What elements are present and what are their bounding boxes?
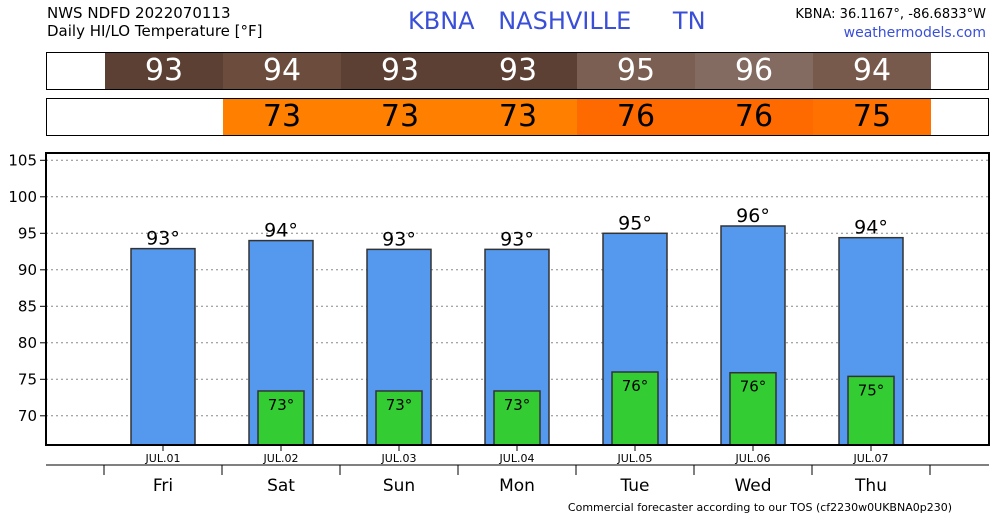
lo-bar-label: 73° (268, 396, 295, 414)
lo-strip-cell: 76 (577, 99, 695, 135)
hi-strip-cell: 93 (105, 53, 223, 89)
day-label: Sat (267, 476, 295, 496)
date-label: JUL.07 (853, 452, 889, 465)
hi-strip-cell: 94 (223, 53, 341, 89)
hi-bar (130, 247, 196, 446)
product-info: NWS NDFD 2022070113 Daily HI/LO Temperat… (47, 4, 263, 40)
lo-temperature-strip: 73 73 73 76 76 75 (46, 98, 989, 136)
day-label: Fri (153, 476, 173, 496)
date-label: JUL.06 (735, 452, 771, 465)
product-title: NWS NDFD 2022070113 (47, 4, 231, 22)
lo-strip-cell: 73 (459, 99, 577, 135)
lo-bar (493, 390, 541, 446)
hi-strip-cell: 93 (341, 53, 459, 89)
date-label: JUL.02 (263, 452, 299, 465)
plot-frame (45, 152, 990, 446)
hi-temperature-strip: 93 94 93 93 95 96 94 (46, 52, 989, 90)
hi-strip-cell: 93 (459, 53, 577, 89)
y-tick-label: 70 (18, 407, 37, 425)
lo-bar-label: 73° (504, 396, 531, 414)
hi-bar-label: 95° (618, 212, 652, 234)
hi-bar-label: 93° (146, 228, 180, 250)
footer-note: Commercial forecaster according to our T… (567, 501, 952, 514)
y-tick-label: 95 (18, 224, 37, 242)
date-label: JUL.01 (145, 452, 181, 465)
lo-bar-label: 75° (858, 381, 885, 399)
hi-strip-cell: 94 (813, 53, 931, 89)
hi-bar-label: 94° (264, 220, 298, 242)
hi-bar-label: 96° (736, 205, 770, 227)
lo-strip-cell: 75 (813, 99, 931, 135)
lo-strip-cell: 73 (341, 99, 459, 135)
hi-bar-label: 94° (854, 217, 888, 239)
lo-bar (611, 371, 659, 446)
hi-strip-cell: 95 (577, 53, 695, 89)
product-subtitle: Daily HI/LO Temperature [°F] (47, 22, 263, 40)
lo-bar-label: 76° (740, 378, 767, 396)
lo-bar (729, 371, 777, 446)
date-label: JUL.04 (499, 452, 535, 465)
day-label: Tue (619, 476, 649, 496)
hi-lo-temperature-chart: 70 75 80 85 90 95 100 105 93° JUL.01 Fri 94° 73° JUL.… (8, 151, 990, 496)
date-label: JUL.05 (617, 452, 653, 465)
state-code: TN (672, 7, 706, 35)
y-tick-label: 100 (8, 188, 37, 206)
hi-strip-cell: 96 (695, 53, 813, 89)
lo-strip-cell: 76 (695, 99, 813, 135)
hi-bar-label: 93° (500, 228, 534, 250)
day-label: Thu (854, 476, 887, 496)
lo-bar-label: 76° (622, 377, 649, 395)
lo-bar (375, 390, 423, 446)
station-coords: KBNA: 36.1167°, -86.6833°W (795, 7, 986, 22)
day-label: Sun (383, 476, 415, 496)
lo-bar-label: 73° (386, 396, 413, 414)
site-link[interactable]: weathermodels.com (843, 25, 986, 41)
hi-bar-label: 93° (382, 228, 416, 250)
city-name: NASHVILLE (498, 7, 632, 35)
station-code: KBNA (408, 7, 475, 35)
day-label: Wed (734, 476, 771, 496)
station-info: KBNA: 36.1167°, -86.6833°W weathermodels… (795, 5, 986, 43)
date-label: JUL.03 (381, 452, 417, 465)
y-tick-label: 90 (18, 261, 37, 279)
lo-strip-cell: 73 (223, 99, 341, 135)
y-tick-label: 75 (18, 370, 37, 388)
day-label: Mon (499, 476, 535, 496)
location-title: KBNA NASHVILLE TN (408, 7, 722, 35)
y-tick-label: 85 (18, 297, 37, 315)
y-tick-label: 105 (8, 151, 37, 169)
y-tick-label: 80 (18, 334, 37, 352)
